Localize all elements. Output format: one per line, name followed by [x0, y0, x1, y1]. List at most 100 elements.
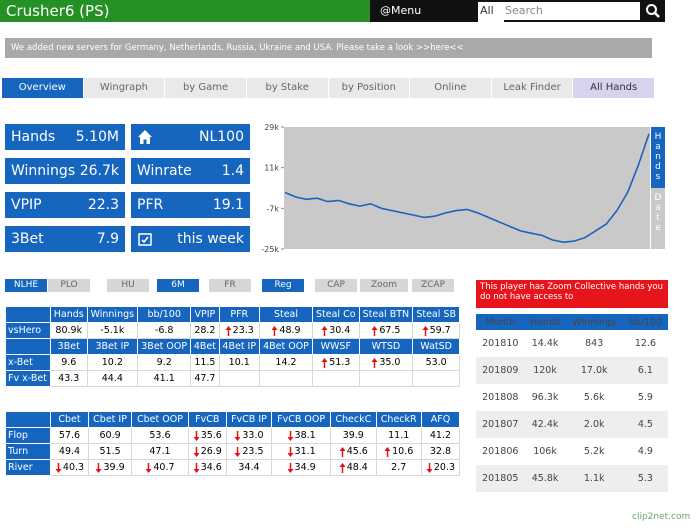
side-tab[interactable]	[651, 127, 665, 188]
stat-label: Winnings	[11, 163, 76, 179]
tab[interactable]: Leak Finder	[491, 78, 574, 98]
column-header: Steal	[258, 306, 314, 323]
cell: 120k	[524, 357, 566, 384]
tab[interactable]: Wingraph	[83, 78, 166, 98]
cell: 1.1k	[565, 465, 623, 492]
cell: 10.2	[86, 354, 139, 371]
trend-arrow	[95, 462, 102, 473]
cell-value: 80.9k	[55, 325, 83, 336]
search-icon[interactable]	[645, 3, 661, 19]
filter[interactable]: CAP	[315, 279, 357, 292]
filter[interactable]: 6M	[157, 279, 199, 292]
column-header: 4Bet	[190, 338, 220, 355]
stat-value: 7.9	[96, 231, 119, 247]
cell: 38.1	[271, 427, 332, 444]
stat-value: 19.1	[212, 197, 244, 213]
cell-value: 53.6	[149, 430, 171, 441]
column-header: 4Bet OOP	[258, 338, 314, 355]
cell: 43.3	[50, 370, 88, 387]
cell-value: 60.9	[99, 430, 121, 441]
cell-value: 28.2	[194, 325, 216, 336]
cell: 39.9	[87, 459, 133, 476]
cell-value: 40.3	[62, 462, 85, 473]
filter[interactable]: Reg	[262, 279, 304, 292]
column-header: Hands	[524, 314, 566, 330]
y-tick-label: 11k	[264, 164, 279, 173]
column-header: WWSF	[312, 338, 360, 355]
top-bar: @Menu All Search	[370, 0, 665, 24]
cell: 31.1	[271, 443, 332, 460]
stat-label: PFR	[137, 197, 164, 213]
cell: 201806	[482, 446, 519, 457]
row-label: vsHero	[5, 322, 51, 339]
filter[interactable]: Zoom	[360, 279, 408, 292]
filter[interactable]: PLO	[48, 279, 90, 292]
search-input[interactable]: Search	[502, 2, 640, 20]
column-header: CheckR	[375, 411, 422, 428]
cell: 40.3	[50, 459, 89, 476]
cell-value: 39.9	[103, 462, 125, 473]
cell-value: 38.1	[294, 430, 316, 441]
stat-box: 3Bet 7.9	[5, 226, 125, 252]
filter[interactable]: FR	[209, 279, 251, 292]
cell-value: 48.9	[279, 325, 301, 336]
tab[interactable]: Online	[410, 78, 492, 98]
cell-value: 41.2	[429, 430, 452, 441]
cell: 201805	[476, 465, 525, 492]
data-row: 201807 42.4k 2.0k 4.5	[476, 411, 668, 438]
cell-value: 23.5	[242, 446, 264, 457]
filter[interactable]: HU	[107, 279, 149, 292]
month-table: Month Hands Winnings bb/100 201810 14.4k 843 12…	[476, 314, 668, 492]
cell: 60.9	[87, 427, 133, 444]
filter[interactable]: ZCAP	[412, 279, 454, 292]
cell-value: 30.4	[329, 325, 351, 336]
cell: 843	[585, 338, 604, 349]
cell: 28.2	[190, 322, 220, 339]
filter-select[interactable]: All	[478, 2, 504, 24]
trend-arrow	[339, 446, 346, 457]
column-header: 3Bet	[50, 338, 88, 355]
cell: 39.9	[330, 427, 377, 444]
trend-arrow	[371, 325, 378, 336]
column-header: Cbet	[50, 411, 89, 428]
column-header: Month	[476, 314, 525, 330]
filter[interactable]: NLHE	[5, 279, 47, 292]
trend-arrow	[145, 462, 152, 473]
cell: -5.1k	[86, 322, 139, 339]
cell: 51.5	[87, 443, 133, 460]
cell: 17.0k	[565, 357, 623, 384]
cell-value: 45.6	[346, 446, 368, 457]
cell: 48.4	[330, 459, 377, 476]
menu[interactable]: @Menu	[380, 4, 422, 17]
plot-area	[284, 127, 650, 249]
cell-value: 10.6	[392, 446, 414, 457]
cell: -6.8	[137, 322, 192, 339]
cell: 51.3	[312, 354, 360, 371]
column-header: Steal BTN	[358, 306, 414, 323]
tab[interactable]: by Game	[165, 78, 247, 98]
trend-arrow	[234, 430, 241, 441]
trend-arrow	[287, 430, 294, 441]
tab[interactable]: by Position	[328, 78, 411, 98]
cell: 5.2k	[583, 446, 605, 457]
cell-value: 2.7	[391, 462, 407, 473]
tab[interactable]: All Hands	[573, 78, 655, 98]
graph: 29k 11k -7k -25k H a n d s D a t e	[261, 123, 665, 254]
tab[interactable]: by Stake	[246, 78, 329, 98]
trend-arrow	[384, 446, 391, 457]
cell-value: 51.5	[99, 446, 121, 457]
stat-value: 1.4	[221, 163, 244, 179]
cell: 9.6	[50, 354, 88, 371]
cell-value: 49.4	[58, 446, 81, 457]
side-tab[interactable]	[651, 188, 665, 249]
cell: 80.9k	[50, 322, 88, 339]
cell	[412, 370, 460, 387]
banner[interactable]: We added new servers for Germany, Nether…	[5, 38, 652, 58]
data-row: vsHero 80.9k -5.1k -6.8 28.2 23.3 48.9 30.4 67.5…	[5, 322, 460, 339]
trend-arrow	[55, 462, 62, 473]
cell-value: 11.1	[388, 430, 410, 441]
column-header: WatSD	[412, 338, 460, 355]
tab[interactable]: Overview	[2, 78, 84, 98]
cell: 35.6	[187, 427, 227, 444]
